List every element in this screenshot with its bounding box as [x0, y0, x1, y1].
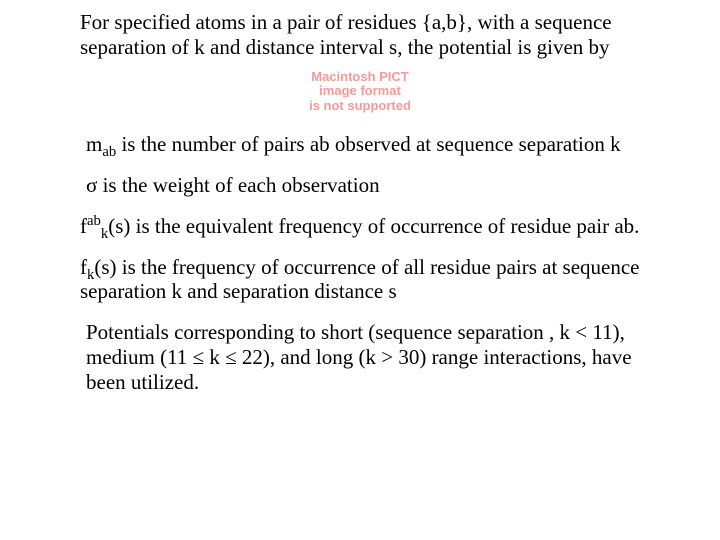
- paragraph-sigma: σ is the weight of each observation: [80, 173, 640, 198]
- paragraph-f-ab-k: fabk(s) is the equivalent frequency of o…: [80, 214, 640, 239]
- watermark-line-3: is not supported: [80, 99, 640, 114]
- f-symbol-2: f: [80, 255, 87, 279]
- m-ab-description: is the number of pairs ab observed at se…: [116, 132, 620, 156]
- sigma-symbol: σ: [86, 173, 97, 197]
- paragraph-f-k: fk(s) is the frequency of occurrence of …: [80, 255, 640, 305]
- f-ab-k-description: (s) is the equivalent frequency of occur…: [108, 214, 639, 238]
- paragraph-m-ab: mab is the number of pairs ab observed a…: [80, 132, 640, 157]
- m-subscript-ab: ab: [102, 145, 116, 161]
- document-page: For specified atoms in a pair of residue…: [0, 0, 720, 540]
- watermark-line-1: Macintosh PICT: [80, 70, 640, 85]
- m-symbol: m: [86, 132, 102, 156]
- paragraph-intro: For specified atoms in a pair of residue…: [80, 10, 640, 60]
- pict-unsupported-watermark: Macintosh PICT image format is not suppo…: [80, 70, 640, 115]
- f-superscript-ab: ab: [87, 213, 101, 229]
- f-symbol-1: f: [80, 214, 87, 238]
- watermark-line-2: image format: [80, 84, 640, 99]
- f-k-description: (s) is the frequency of occurrence of al…: [80, 255, 640, 304]
- paragraph-potentials: Potentials corresponding to short (seque…: [80, 320, 640, 394]
- sigma-description: is the weight of each observation: [97, 173, 379, 197]
